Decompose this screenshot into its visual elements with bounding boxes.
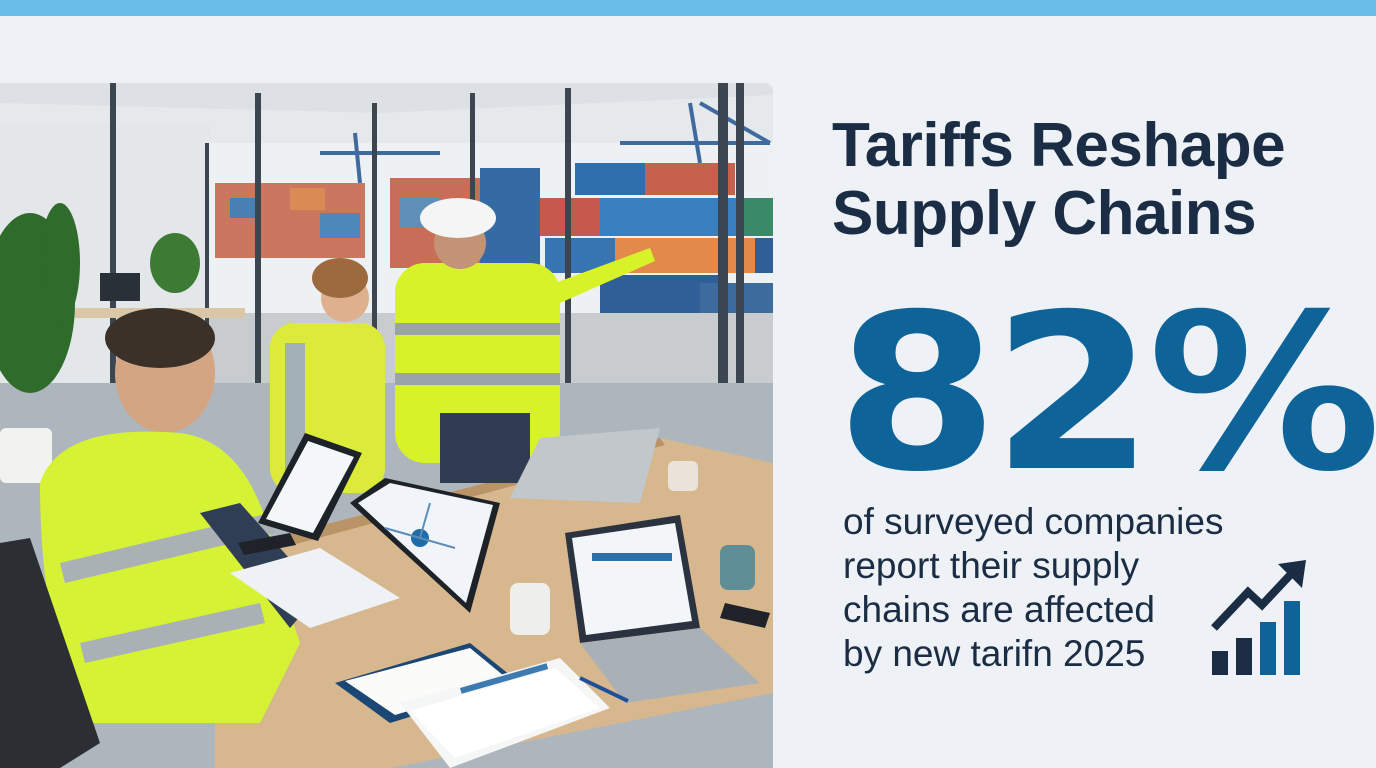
headline: Tariffs Reshape Supply Chains	[832, 112, 1352, 248]
hero-photo	[0, 83, 773, 768]
description-line-3: chains are affected	[843, 589, 1155, 630]
stat-description: of surveyed companies report their suppl…	[843, 500, 1303, 676]
trending-up-bar-chart-icon	[1211, 560, 1306, 675]
headline-line-1: Tariffs Reshape	[832, 111, 1286, 180]
description-line-4: by new tarifn 2025	[843, 633, 1146, 674]
office-port-scene-illustration	[0, 83, 773, 768]
description-line-2: report their supply	[843, 545, 1140, 586]
description-line-1: of surveyed companies	[843, 501, 1224, 542]
headline-line-2: Supply Chains	[832, 179, 1257, 248]
top-accent-bar	[0, 0, 1376, 16]
stat-value: 82%	[836, 268, 1376, 519]
